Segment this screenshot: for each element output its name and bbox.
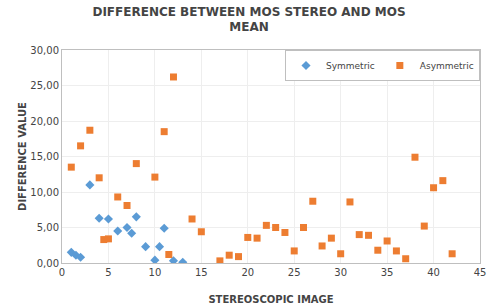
svg-text:DIFFERENCE BETWEEN MOS STEREO: DIFFERENCE BETWEEN MOS STEREO AND MOSMEA…	[92, 5, 405, 35]
svg-text:15: 15	[195, 267, 208, 278]
svg-text:25,00: 25,00	[30, 80, 59, 91]
svg-text:0: 0	[59, 267, 65, 278]
svg-text:30,00: 30,00	[30, 45, 59, 56]
svg-text:20: 20	[241, 267, 254, 278]
svg-text:10,00: 10,00	[30, 187, 59, 198]
svg-text:10: 10	[149, 267, 162, 278]
svg-text:0,00: 0,00	[37, 258, 59, 269]
svg-text:40: 40	[427, 267, 440, 278]
svg-text:45: 45	[474, 267, 487, 278]
svg-text:Asymmetric: Asymmetric	[420, 61, 474, 71]
svg-text:20,00: 20,00	[30, 116, 59, 127]
svg-text:5,00: 5,00	[37, 222, 59, 233]
svg-text:30: 30	[334, 267, 347, 278]
svg-text:Symmetric: Symmetric	[326, 61, 375, 71]
svg-text:25: 25	[288, 267, 301, 278]
svg-text:DIFFERENCE VALUE: DIFFERENCE VALUE	[17, 102, 28, 211]
svg-text:5: 5	[105, 267, 111, 278]
svg-text:35: 35	[381, 267, 394, 278]
svg-text:15,00: 15,00	[30, 151, 59, 162]
svg-text:STEREOSCOPIC IMAGE: STEREOSCOPIC IMAGE	[208, 294, 333, 305]
